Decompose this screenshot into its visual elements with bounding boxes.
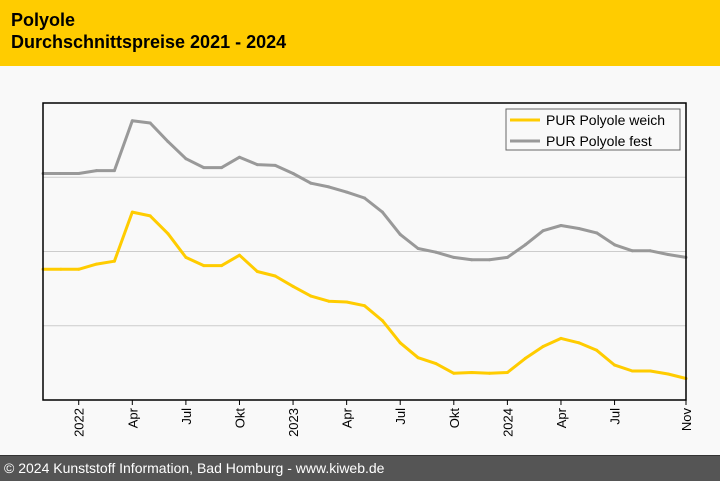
series-lines — [41, 119, 688, 380]
data-point — [452, 255, 456, 259]
data-point — [166, 232, 170, 236]
data-point — [59, 172, 63, 175]
data-point — [273, 274, 277, 278]
data-point — [488, 371, 491, 375]
data-point — [488, 258, 491, 262]
data-point — [220, 166, 224, 170]
data-point — [130, 210, 134, 214]
x-tick-label: Jul — [608, 408, 623, 425]
data-point — [559, 336, 563, 340]
legend-label-fest: PUR Polyole fest — [546, 133, 652, 149]
data-point — [59, 267, 63, 271]
data-point — [559, 224, 563, 227]
data-point — [184, 255, 188, 259]
data-point — [595, 231, 599, 235]
data-point — [505, 371, 509, 374]
x-tick-label: Nov — [679, 408, 694, 432]
data-point — [148, 214, 152, 218]
x-tick-label: Okt — [232, 408, 247, 429]
data-point — [112, 259, 116, 263]
data-point — [505, 255, 509, 259]
data-point — [577, 227, 581, 230]
legend-box — [505, 108, 681, 151]
x-tick-label: 2024 — [500, 408, 515, 437]
x-tick-label: Jul — [393, 408, 408, 425]
data-point — [613, 243, 617, 247]
footer-bar: © 2024 Kunststoff Information, Bad Hombu… — [0, 455, 720, 481]
data-point — [238, 253, 241, 257]
data-point — [523, 356, 527, 360]
data-point — [470, 258, 474, 262]
data-point — [380, 210, 384, 214]
x-tick-label: Jul — [179, 408, 194, 425]
data-point — [255, 163, 259, 167]
data-point — [541, 229, 545, 233]
data-point — [130, 119, 134, 123]
data-point — [363, 304, 366, 308]
x-tick-label: 2023 — [286, 408, 301, 437]
copyright-text: © 2024 Kunststoff Information, Bad Hombu… — [4, 460, 385, 476]
data-point — [523, 243, 527, 247]
data-point — [416, 356, 420, 360]
grid-lines — [43, 176, 686, 327]
data-point — [148, 121, 152, 125]
x-tick-label: Apr — [554, 407, 569, 428]
series-line-weich — [43, 210, 687, 380]
title-line-1: Polyole — [11, 10, 76, 30]
data-point — [184, 157, 188, 161]
data-point — [666, 253, 670, 256]
data-point — [595, 348, 599, 352]
data-point — [327, 299, 331, 303]
data-point — [416, 247, 420, 250]
x-tick-label: Apr — [340, 407, 355, 428]
data-point — [202, 166, 206, 170]
data-point — [648, 369, 652, 373]
data-point — [345, 300, 349, 304]
data-point — [166, 140, 170, 144]
data-point — [630, 369, 634, 373]
data-point — [648, 249, 652, 253]
data-point — [398, 341, 402, 345]
data-point — [577, 341, 581, 345]
data-point — [452, 371, 456, 375]
data-point — [255, 270, 259, 273]
data-point — [273, 163, 277, 167]
data-point — [77, 172, 81, 175]
data-point — [112, 169, 116, 173]
data-point — [202, 264, 206, 268]
data-point — [363, 196, 366, 200]
data-point — [291, 284, 295, 288]
data-point — [238, 155, 241, 159]
line-chart: 2022 Apr Jul Okt 2023 Apr Jul Okt 2024 Apr Jul Nov … — [41, 102, 694, 437]
data-point — [666, 372, 670, 376]
data-point — [541, 345, 545, 348]
data-point — [434, 250, 438, 254]
data-point — [434, 362, 438, 366]
data-point — [345, 190, 349, 194]
legend: PUR Polyole weich PUR Polyole fest — [505, 108, 681, 151]
data-point — [613, 363, 617, 367]
data-point — [398, 232, 402, 236]
data-point — [95, 262, 99, 266]
data-point — [77, 267, 81, 271]
header-banner: Polyole Durchschnittspreise 2021 - 2024 — [0, 0, 720, 66]
data-point — [309, 294, 313, 298]
data-point — [220, 264, 224, 268]
data-point — [630, 249, 634, 253]
data-point — [470, 371, 474, 374]
title-line-2: Durchschnittspreise 2021 - 2024 — [11, 32, 287, 52]
data-point — [95, 169, 99, 173]
data-point — [291, 172, 295, 175]
data-point — [327, 185, 331, 189]
x-tick-label: 2022 — [72, 408, 87, 437]
x-tick-label: Apr — [125, 407, 140, 428]
plot-frame — [42, 102, 687, 401]
data-point — [309, 181, 313, 185]
data-point — [380, 319, 384, 323]
legend-label-weich: PUR Polyole weich — [546, 112, 665, 128]
chart-title: Polyole Durchschnittspreise 2021 - 2024 — [11, 9, 286, 53]
x-tick-label: Okt — [447, 408, 462, 429]
x-axis: 2022 Apr Jul Okt 2023 Apr Jul Okt 2024 Apr Jul Nov — [72, 400, 694, 437]
